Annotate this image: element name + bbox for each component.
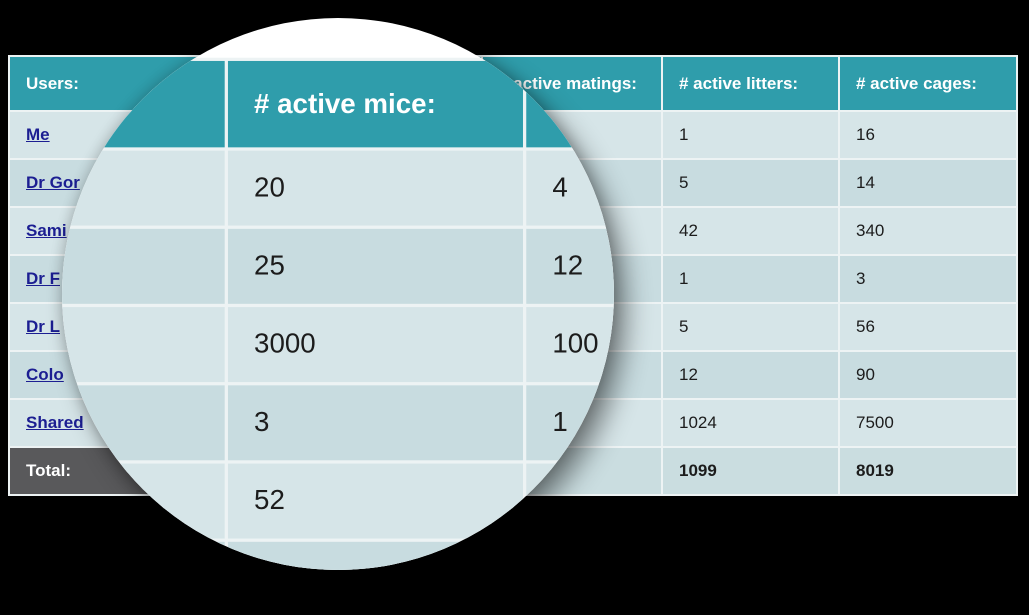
matings-cell: [526, 463, 614, 539]
cages-cell: 16: [840, 112, 1016, 158]
matings-cell: 100: [526, 307, 614, 383]
column-header-mice: # active mice:: [227, 60, 523, 148]
magnifier-lens: Users: # active mice: # active matings: …: [62, 18, 614, 570]
table-row: Sami300010042340: [62, 307, 614, 383]
table-row: Dr L52556: [62, 463, 614, 539]
user-cell: Sami: [62, 307, 225, 383]
column-header-cages: # active cages:: [840, 57, 1016, 110]
user-cell: Colo: [62, 541, 225, 570]
user-link[interactable]: Sami: [26, 221, 67, 240]
cages-cell: 14: [840, 160, 1016, 206]
total-cages-cell: 8019: [840, 448, 1016, 494]
cages-cell: 7500: [840, 400, 1016, 446]
mice-cell: 3: [227, 385, 523, 461]
user-link[interactable]: Dr L: [26, 317, 60, 336]
census-table: Users: # active mice: # active matings: …: [62, 57, 614, 570]
litters-cell: 5: [663, 160, 838, 206]
cages-cell: 340: [840, 208, 1016, 254]
user-link[interactable]: Me: [26, 125, 50, 144]
matings-cell: 1: [526, 385, 614, 461]
litters-cell: 1: [663, 256, 838, 302]
column-header-litters: # active litters:: [663, 57, 838, 110]
litters-cell: 5: [663, 304, 838, 350]
magnified-table-view: Users: # active mice: # active matings: …: [62, 57, 614, 570]
table-row: Me204116: [62, 150, 614, 226]
user-cell: Dr F: [62, 385, 225, 461]
matings-cell: 12: [526, 228, 614, 304]
cages-cell: 3: [840, 256, 1016, 302]
table-row: Dr Gor2512514: [62, 228, 614, 304]
column-header-matings: # active matings:: [526, 60, 614, 148]
user-link[interactable]: Colo: [26, 365, 64, 384]
litters-cell: 1024: [663, 400, 838, 446]
user-cell: Dr Gor: [62, 228, 225, 304]
table-row: Dr F3113: [62, 385, 614, 461]
user-cell: Dr L: [62, 463, 225, 539]
mice-cell: 3000: [227, 307, 523, 383]
cages-cell: 56: [840, 304, 1016, 350]
litters-cell: 42: [663, 208, 838, 254]
user-cell: Me: [62, 150, 225, 226]
matings-cell: 4: [526, 150, 614, 226]
table-body: Me204116Dr Gor2512514Sami300010042340Dr …: [62, 150, 614, 570]
cages-cell: 90: [840, 352, 1016, 398]
mice-cell: [227, 541, 523, 570]
total-litters-cell: 1099: [663, 448, 838, 494]
mice-cell: 20: [227, 150, 523, 226]
user-link[interactable]: Dr F: [26, 269, 60, 288]
mice-cell: 25: [227, 228, 523, 304]
litters-cell: 12: [663, 352, 838, 398]
table-header-row: Users: # active mice: # active matings: …: [62, 60, 614, 148]
column-header-users: Users:: [62, 60, 225, 148]
litters-cell: 1: [663, 112, 838, 158]
magnified-table-copy: Users: # active mice: # active matings: …: [62, 57, 614, 570]
matings-cell: [526, 541, 614, 570]
mice-cell: 52: [227, 463, 523, 539]
